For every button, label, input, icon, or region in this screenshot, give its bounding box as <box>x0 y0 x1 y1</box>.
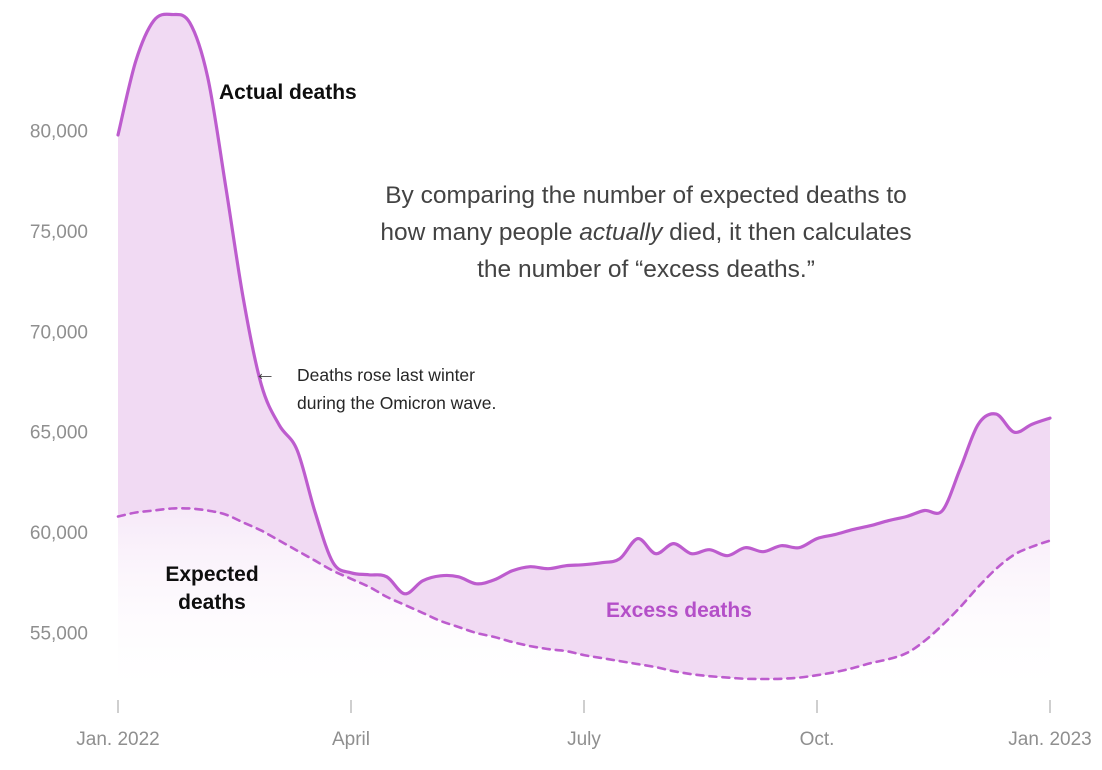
x-tick-label: Oct. <box>800 729 835 750</box>
x-tick-label: Jan. 2022 <box>76 729 159 750</box>
y-tick-label: 80,000 <box>30 122 88 143</box>
actual-deaths-line <box>116 12 1052 596</box>
omicron-note: Deaths rose last winter during the Omicr… <box>297 362 496 417</box>
omicron-note-line-2: during the Omicron wave. <box>297 392 497 413</box>
excess-deaths-label: Excess deaths <box>606 599 752 622</box>
x-tick-label: April <box>332 729 370 750</box>
x-tick-label: July <box>567 729 601 750</box>
omicron-note-line-1: Deaths rose last winter <box>297 365 475 385</box>
y-tick-label: 75,000 <box>30 222 88 243</box>
expected-deaths-label: Expected deaths <box>165 563 259 614</box>
y-axis: 80,000 75,000 70,000 65,000 60,000 55,000 <box>30 122 88 645</box>
caption-line-2: how many people actually died, it then c… <box>293 214 999 251</box>
y-tick-label: 60,000 <box>30 523 88 544</box>
y-tick-label: 65,000 <box>30 423 88 444</box>
left-arrow-icon: ← <box>254 360 276 385</box>
y-tick-label: 70,000 <box>30 322 88 343</box>
x-tick-label: Jan. 2023 <box>1008 729 1091 750</box>
x-axis: Jan. 2022 April July Oct. Jan. 2023 <box>76 700 1092 750</box>
actual-deaths-label: Actual deaths <box>219 81 357 104</box>
caption-line-2-post: died, it then calculates <box>662 219 912 246</box>
caption-line-2-italic: actually <box>579 219 663 246</box>
y-tick-label: 55,000 <box>30 624 88 645</box>
chart-caption: By comparing the number of expected deat… <box>293 177 999 288</box>
below-expected-fade-area <box>118 508 1050 706</box>
caption-line-3: the number of “excess deaths.” <box>477 256 815 283</box>
caption-line-1: By comparing the number of expected deat… <box>385 182 907 209</box>
expected-deaths-line <box>116 506 1052 681</box>
caption-line-2-pre: how many people <box>380 219 580 246</box>
